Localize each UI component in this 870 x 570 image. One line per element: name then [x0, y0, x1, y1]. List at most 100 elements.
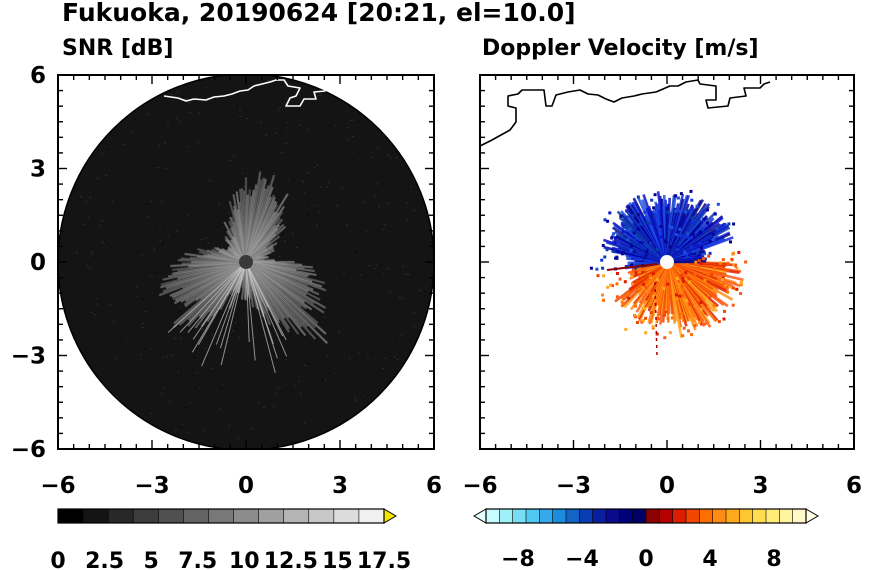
- noise-speck: [401, 298, 404, 300]
- noise-speck: [295, 247, 298, 248]
- noise-speck: [228, 212, 231, 214]
- noise-speck: [80, 196, 82, 198]
- figure-title: Fukuoka, 20190624 [20:21, el=10.0]: [62, 0, 576, 27]
- noise-speck: [291, 89, 294, 90]
- velocity-speck: [620, 300, 624, 304]
- noise-speck: [278, 107, 281, 109]
- noise-speck: [334, 125, 337, 127]
- doppler-colorbar-cell: [792, 508, 807, 524]
- noise-speck: [181, 110, 184, 112]
- velocity-speck: [681, 287, 685, 291]
- velocity-speck: [723, 309, 726, 313]
- velocity-speck: [636, 213, 640, 217]
- velocity-speck: [713, 266, 717, 270]
- noise-speck: [347, 126, 350, 128]
- snr-x-tick-label: 0: [238, 473, 254, 499]
- velocity-speck: [707, 272, 710, 276]
- noise-speck: [350, 327, 353, 329]
- velocity-speck: [711, 238, 715, 242]
- noise-speck: [179, 369, 181, 371]
- velocity-speck: [625, 209, 629, 213]
- velocity-speck: [606, 285, 610, 289]
- velocity-speck: [659, 225, 663, 228]
- noise-speck: [314, 171, 317, 173]
- noise-speck: [156, 166, 159, 168]
- noise-speck: [188, 345, 191, 347]
- velocity-speck: [644, 331, 648, 335]
- noise-speck: [414, 206, 417, 208]
- noise-speck: [112, 246, 114, 248]
- snr-colorbar-cell: [158, 508, 185, 524]
- noise-speck: [370, 156, 373, 158]
- noise-speck: [304, 365, 306, 366]
- noise-speck: [193, 357, 196, 359]
- noise-speck: [178, 311, 181, 313]
- noise-speck: [396, 180, 398, 182]
- velocity-speck: [698, 320, 701, 324]
- noise-speck: [165, 298, 168, 300]
- noise-speck: [169, 254, 172, 256]
- noise-speck: [78, 197, 81, 199]
- noise-speck: [347, 138, 350, 140]
- velocity-speck: [670, 226, 674, 230]
- noise-speck: [424, 290, 426, 292]
- echo-long-ray: [187, 261, 247, 333]
- snr-colorbar-over-arrow: [383, 508, 397, 524]
- echo-long-ray: [215, 261, 247, 345]
- velocity-speck: [602, 298, 605, 302]
- noise-speck: [93, 256, 96, 258]
- velocity-speck: [730, 257, 734, 261]
- noise-speck: [119, 203, 122, 205]
- noise-speck: [256, 118, 259, 119]
- noise-speck: [211, 367, 214, 369]
- velocity-speck: [655, 332, 659, 336]
- velocity-speck: [675, 233, 679, 237]
- velocity-speck: [675, 293, 678, 297]
- noise-speck: [98, 225, 101, 226]
- velocity-speck: [700, 246, 703, 250]
- noise-speck: [376, 183, 378, 185]
- velocity-speck: [630, 263, 633, 267]
- noise-speck: [262, 80, 265, 82]
- velocity-speck: [679, 192, 683, 196]
- noise-speck: [107, 148, 110, 150]
- velocity-speck: [601, 293, 604, 297]
- noise-speck: [428, 253, 431, 255]
- noise-speck: [324, 379, 327, 381]
- velocity-speck: [695, 204, 699, 208]
- velocity-speck: [622, 225, 626, 229]
- velocity-speck: [635, 321, 639, 324]
- noise-speck: [280, 323, 283, 325]
- noise-speck: [360, 396, 363, 397]
- noise-speck: [409, 186, 412, 187]
- velocity-speck: [681, 276, 685, 280]
- velocity-speck: [640, 320, 644, 324]
- noise-speck: [237, 111, 239, 113]
- noise-speck: [387, 202, 390, 204]
- snr-x-tick-label: −3: [134, 473, 169, 499]
- velocity-speck: [643, 270, 647, 274]
- noise-speck: [348, 380, 351, 382]
- noise-speck: [403, 285, 405, 287]
- snr-colorbar-tick: 17.5: [357, 549, 411, 570]
- noise-speck: [337, 331, 340, 333]
- noise-speck: [246, 337, 249, 339]
- velocity-speck: [608, 211, 612, 215]
- noise-speck: [150, 348, 153, 350]
- noise-speck: [121, 267, 124, 269]
- noise-speck: [288, 116, 291, 118]
- noise-speck: [362, 297, 365, 299]
- doppler-colorbar-cell: [685, 508, 701, 524]
- noise-speck: [173, 345, 176, 347]
- noise-speck: [169, 400, 172, 402]
- snr-colorbar-cell: [258, 508, 285, 524]
- snr-colorbar-cell: [132, 508, 160, 524]
- noise-speck: [281, 133, 284, 134]
- noise-speck: [285, 359, 288, 361]
- doppler-colorbar-over-arrow: [805, 508, 819, 524]
- noise-speck: [166, 103, 169, 105]
- noise-speck: [143, 348, 146, 350]
- noise-speck: [96, 298, 98, 300]
- noise-speck: [248, 312, 251, 313]
- noise-speck: [365, 230, 368, 232]
